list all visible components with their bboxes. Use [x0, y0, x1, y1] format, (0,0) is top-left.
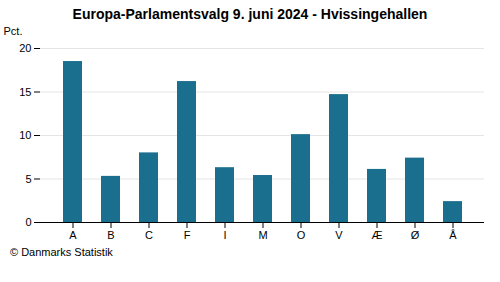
svg-text:Pct.: Pct. [4, 25, 23, 37]
svg-text:V: V [335, 229, 343, 241]
svg-text:Å: Å [449, 229, 457, 241]
svg-text:I: I [223, 229, 226, 241]
svg-text:Æ: Æ [372, 229, 383, 241]
svg-text:M: M [258, 229, 267, 241]
svg-text:A: A [69, 229, 77, 241]
svg-text:O: O [297, 229, 306, 241]
svg-text:10: 10 [19, 129, 31, 141]
html-text:Europa-Parlamentsvalg 9. juni: Europa-Parlamentsvalg 9. juni 2024 - Hvi… [72, 6, 428, 22]
svg-text:F: F [184, 229, 191, 241]
svg-text:20: 20 [19, 42, 31, 54]
svg-text:B: B [107, 229, 114, 241]
svg-text:5: 5 [25, 173, 31, 185]
svg-text:C: C [145, 229, 153, 241]
svg-text:0: 0 [25, 216, 31, 228]
svg-text:15: 15 [19, 86, 31, 98]
svg-text:Ø: Ø [411, 229, 420, 241]
html-text:© Danmarks Statistik: © Danmarks Statistik [10, 246, 113, 258]
